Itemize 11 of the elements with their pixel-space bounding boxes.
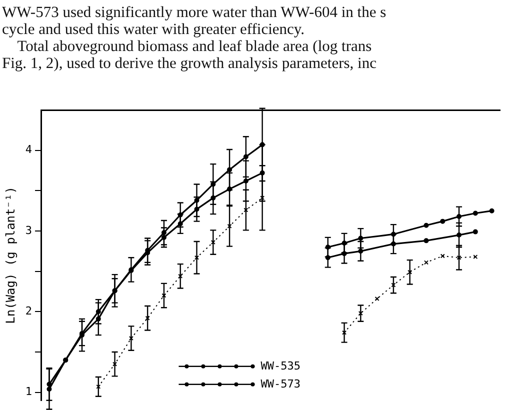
y-tick-label: 4	[25, 143, 32, 156]
y-tick-label: 2	[25, 304, 32, 318]
y-tick-label: 3	[25, 224, 32, 237]
legend-label: WW-573	[260, 377, 300, 390]
y-tick-label: 1	[25, 385, 32, 398]
text: WW-573 used significantly more water than WW-604 in the s	[2, 4, 388, 21]
caption: Fig. 1, 2), used to derive the growth analysis parameters, inc	[2, 55, 378, 72]
text: cycle and used this water with greater efficiency.	[2, 21, 306, 38]
legend-label: WW-535	[260, 359, 300, 372]
y-axis-title: Ln(Wag) (g plant⁻¹)	[3, 186, 18, 324]
text: Total aboveground biomass and leaf blade area (log trans	[16, 38, 373, 55]
